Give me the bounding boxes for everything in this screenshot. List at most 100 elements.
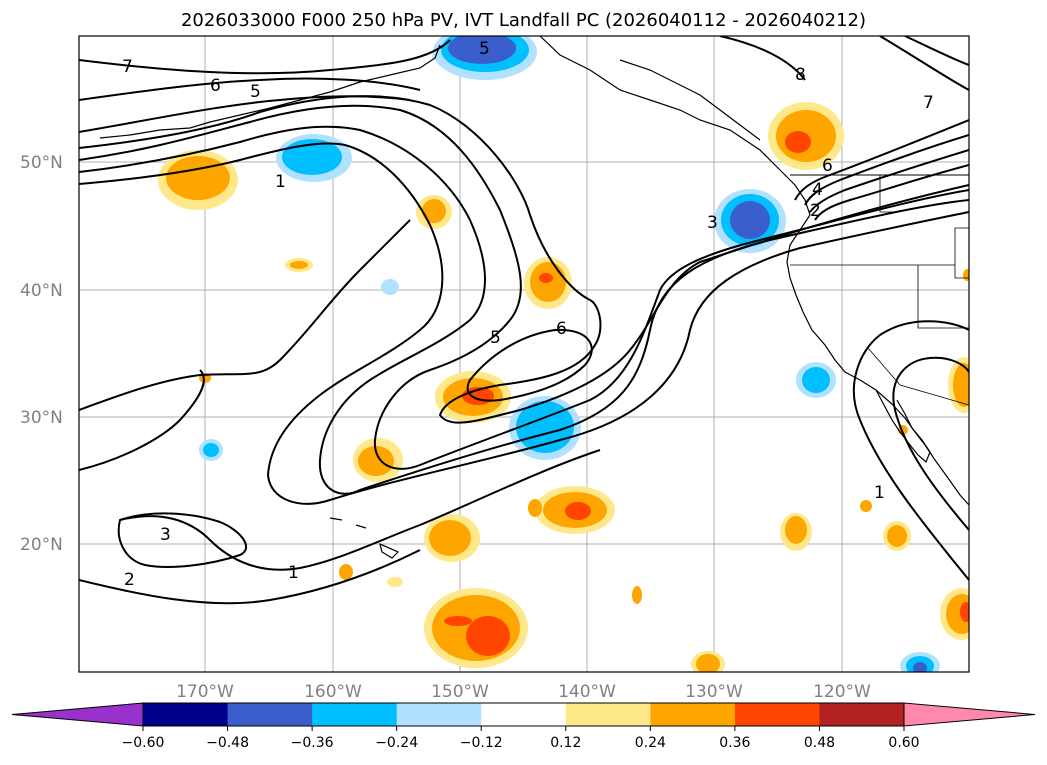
contour-line xyxy=(117,512,248,568)
colorbar-segment xyxy=(396,703,482,726)
contour-label: 5 xyxy=(250,82,261,102)
contour-line xyxy=(809,149,969,213)
pv-contours xyxy=(79,36,969,605)
colorbar-segment xyxy=(819,703,905,726)
positive-anomaly xyxy=(422,199,446,223)
contour-label: 3 xyxy=(160,525,171,545)
colorbar-tick-label: −0.24 xyxy=(375,735,418,751)
positive-anomaly xyxy=(466,616,510,656)
contour-line xyxy=(852,320,969,581)
positive-anomaly xyxy=(963,269,969,281)
contour-label: 6 xyxy=(210,76,221,96)
contour-line xyxy=(79,142,969,505)
negative-anomaly xyxy=(802,367,830,393)
contour-line xyxy=(794,119,969,201)
positive-anomaly xyxy=(565,502,591,520)
negative-anomaly xyxy=(730,201,770,239)
positive-anomaly xyxy=(528,499,542,517)
positive-anomaly xyxy=(387,577,403,587)
latitude-labels: 50°N 40°N 30°N 20°N xyxy=(20,153,63,555)
colorbar-extend-low xyxy=(11,702,144,727)
contour-label: 7 xyxy=(122,57,133,77)
positive-anomaly xyxy=(358,446,394,476)
contour-label: 7 xyxy=(923,93,934,113)
contour-line xyxy=(892,356,969,531)
lon-label: 160°W xyxy=(304,682,362,702)
contour-line xyxy=(79,104,969,470)
colorbar-segment xyxy=(312,703,398,726)
contour-label: 5 xyxy=(479,39,490,59)
positive-anomaly xyxy=(166,156,230,200)
contour-label: 6 xyxy=(556,319,567,339)
longitude-labels: 170°W 160°W 150°W 140°W 130°W 120°W xyxy=(176,682,871,702)
contour-line xyxy=(804,134,969,206)
lat-label: 20°N xyxy=(20,535,63,555)
contour-label: 3 xyxy=(707,213,718,233)
positive-anomaly xyxy=(539,273,553,283)
lat-label: 40°N xyxy=(20,281,63,301)
positive-anomaly xyxy=(953,363,969,407)
positive-anomaly xyxy=(860,500,872,512)
map-title: 2026033000 F000 250 hPa PV, IVT Landfall… xyxy=(180,10,867,31)
contour-label: 1 xyxy=(874,483,885,503)
colorbar-tick-label: −0.48 xyxy=(206,735,249,751)
colorbar-tick-label: 0.36 xyxy=(719,735,750,751)
contour-line xyxy=(79,77,421,101)
lat-label: 50°N xyxy=(20,153,63,173)
colorbar: −0.60 −0.48 −0.36 −0.24 −0.12 0.12 0.24 0.36 0.4… xyxy=(11,702,1036,751)
positive-anomaly xyxy=(444,616,472,626)
positive-anomaly xyxy=(785,516,807,544)
coastlines xyxy=(99,36,969,559)
contour-line xyxy=(119,449,601,571)
shaded-anomalies xyxy=(158,36,969,672)
positive-anomaly xyxy=(429,520,471,556)
positive-anomaly xyxy=(785,131,811,153)
contour-line xyxy=(79,125,969,495)
negative-anomaly xyxy=(448,36,516,64)
lon-label: 140°W xyxy=(558,682,616,702)
colorbar-segment xyxy=(565,703,651,726)
contour-line xyxy=(904,36,969,66)
contour-line xyxy=(79,369,205,471)
negative-anomaly xyxy=(282,139,342,175)
lon-label: 130°W xyxy=(685,682,743,702)
positive-anomaly xyxy=(887,525,907,547)
lat-label: 30°N xyxy=(20,408,63,428)
contour-label: 2 xyxy=(810,201,821,221)
contour-label: 5 xyxy=(490,328,501,348)
colorbar-segment xyxy=(143,703,229,726)
colorbar-tick-label: 0.60 xyxy=(888,735,919,751)
colorbar-segment xyxy=(481,703,567,726)
positive-anomaly xyxy=(960,602,969,622)
contour-line xyxy=(79,549,421,605)
colorbar-tick-label: −0.12 xyxy=(460,735,503,751)
positive-anomaly xyxy=(290,261,308,269)
contour-label: 6 xyxy=(822,156,833,176)
contour-line xyxy=(466,328,593,402)
positive-anomaly xyxy=(632,586,642,604)
colorbar-tick-label: 0.12 xyxy=(550,735,581,751)
contour-label: 2 xyxy=(124,570,135,590)
colorbar-tick-label: 0.24 xyxy=(635,735,666,751)
positive-anomaly xyxy=(339,564,353,580)
colorbar-tick-label: −0.36 xyxy=(291,735,334,751)
lon-label: 150°W xyxy=(431,682,489,702)
negative-anomaly xyxy=(203,443,219,457)
colorbar-segment xyxy=(650,703,736,726)
contour-line xyxy=(879,36,969,91)
contour-label: 8 xyxy=(795,65,806,85)
colorbar-frame xyxy=(142,702,905,727)
contour-line xyxy=(719,36,806,81)
colorbar-extend-high xyxy=(903,702,1036,727)
lon-label: 120°W xyxy=(813,682,871,702)
contour-label: 1 xyxy=(288,563,299,583)
contour-line xyxy=(814,164,969,221)
contour-labels: 7 6 5 5 8 7 6 4 2 3 1 5 6 3 2 1 1 xyxy=(122,39,934,590)
contour-label: 4 xyxy=(812,180,823,200)
colorbar-segment xyxy=(734,703,820,726)
colorbar-segment xyxy=(227,703,313,726)
map-panel: 7 6 5 5 8 7 6 4 2 3 1 5 6 3 2 1 1 xyxy=(79,36,969,672)
lon-label: 170°W xyxy=(176,682,234,702)
contour-line xyxy=(79,39,451,75)
